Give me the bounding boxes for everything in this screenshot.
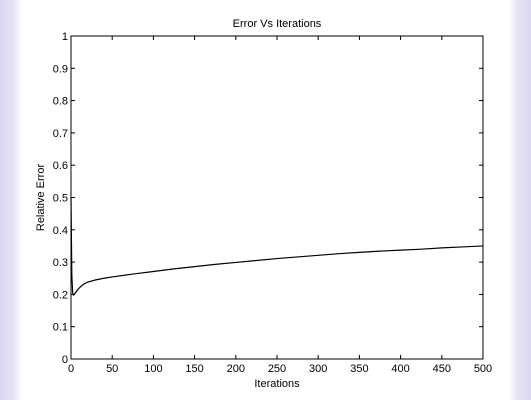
x-tick-label: 300: [309, 363, 327, 375]
y-tick-label: 0.2: [53, 289, 68, 301]
x-tick-label: 100: [144, 363, 162, 375]
y-axis-label: Relative Error: [35, 164, 47, 232]
axes-box: [70, 35, 484, 360]
y-tick-label: 0.9: [53, 63, 68, 75]
y-tick-label: 0: [62, 354, 68, 366]
y-tick-label: 1: [62, 31, 68, 43]
x-tick-label: 350: [350, 363, 368, 375]
x-tick-label: 250: [268, 363, 286, 375]
chart-title: Error Vs Iterations: [233, 18, 322, 30]
x-tick-label: 50: [106, 363, 118, 375]
y-tick-label: 0.8: [53, 96, 68, 108]
series-line: [70, 197, 484, 297]
plot-area: 0 50 100 150 200 250 300 350 400 450 500 0 0.1 0.2 0.3…: [53, 31, 492, 375]
x-tick-label: 0: [68, 363, 74, 375]
x-tick-label: 500: [474, 363, 492, 375]
y-tick-label: 0.1: [53, 322, 68, 334]
figure-background: [22, 0, 509, 400]
y-tick-label: 0.4: [53, 225, 68, 237]
y-tick-label: 0.6: [53, 160, 68, 172]
x-tick-label: 450: [433, 363, 451, 375]
x-tick-label: 400: [391, 363, 409, 375]
x-tick-label: 200: [227, 363, 245, 375]
y-tick-label: 0.5: [53, 193, 68, 205]
y-tick-label: 0.7: [53, 128, 68, 140]
x-axis-label: Iterations: [254, 378, 300, 390]
y-tick-label: 0.3: [53, 257, 68, 269]
x-tick-label: 150: [185, 363, 203, 375]
